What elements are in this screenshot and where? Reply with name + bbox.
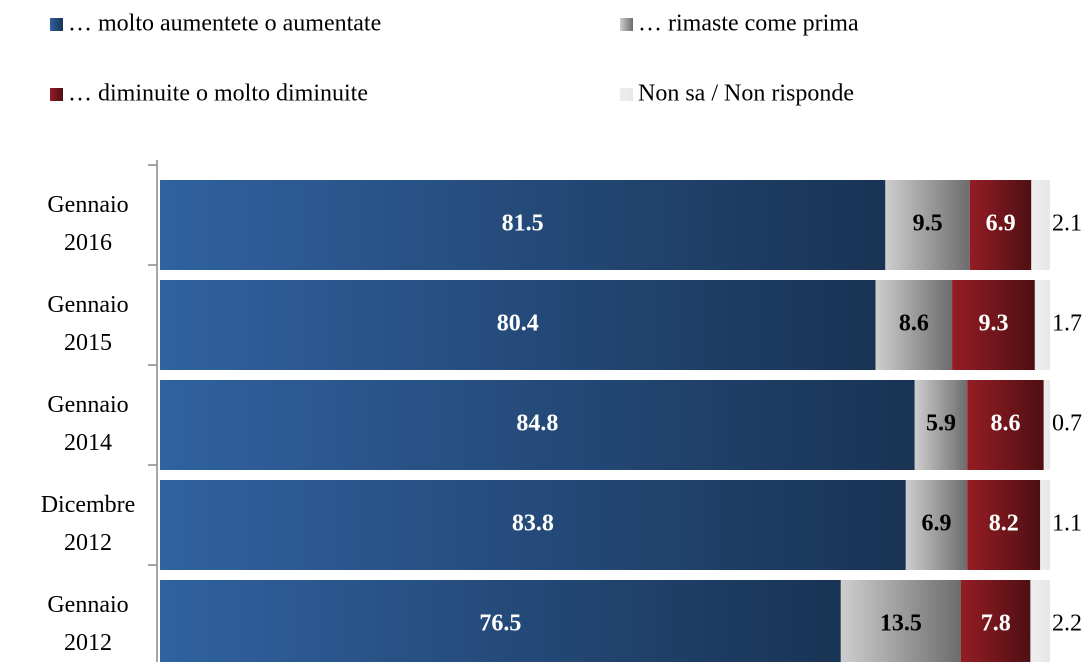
y-tick-label: Gennaio 2014 [47, 392, 128, 456]
legend-label: … diminuite o molto diminuite [68, 81, 368, 107]
value-label: 84.8 [516, 411, 558, 437]
value-label: 7.8 [981, 611, 1011, 637]
bar-segment [1030, 580, 1050, 662]
y-tick-label: Gennaio 2015 [47, 292, 128, 356]
value-label: 1.7 [1052, 311, 1082, 337]
legend-swatch [50, 88, 63, 101]
bar-segment [875, 280, 953, 370]
bar-segment [1031, 180, 1050, 270]
value-label: 81.5 [502, 211, 544, 237]
value-label: 5.9 [926, 411, 956, 437]
legend-label: Non sa / Non risponde [638, 81, 854, 107]
bar-segment [1040, 480, 1050, 570]
value-label: 1.1 [1052, 511, 1082, 537]
bar-segment [1043, 380, 1050, 470]
value-label: 9.5 [913, 211, 943, 237]
value-label: 6.9 [986, 211, 1016, 237]
value-label: 13.5 [880, 611, 922, 637]
bar-segment [905, 480, 968, 570]
bar-segment [969, 180, 1032, 270]
bar-segment [961, 580, 1031, 662]
value-label: 83.8 [512, 511, 554, 537]
value-label: 6.9 [922, 511, 952, 537]
legend-label: … molto aumentete o aumentate [68, 11, 381, 37]
bar-segment [914, 380, 968, 470]
legend-label: … rimaste come prima [638, 11, 859, 37]
bar-segment [840, 580, 961, 662]
value-label: 8.6 [899, 311, 929, 337]
value-label: 80.4 [497, 311, 539, 337]
bar-segment [160, 480, 906, 570]
bar-segment [160, 180, 886, 270]
y-tick-label: Dicembre 2012 [41, 492, 136, 556]
bar-segment [1034, 280, 1050, 370]
value-label: 2.2 [1052, 611, 1082, 637]
legend-swatch [620, 18, 633, 31]
legend-swatch [620, 88, 633, 101]
bar-segment [952, 280, 1035, 370]
value-label: 76.5 [479, 611, 521, 637]
legend-swatch [50, 18, 63, 31]
y-tick-label: Gennaio 2012 [47, 592, 128, 656]
value-label: 9.3 [978, 311, 1008, 337]
value-label: 2.1 [1052, 211, 1082, 237]
bar-segment [160, 380, 915, 470]
bar-segment [967, 380, 1044, 470]
y-tick-label: Gennaio 2016 [47, 192, 128, 256]
bar-segment [885, 180, 970, 270]
bar-segment [967, 480, 1041, 570]
bar-segment [160, 280, 876, 370]
value-label: 8.6 [991, 411, 1021, 437]
value-label: 8.2 [989, 511, 1019, 537]
value-label: 0.7 [1052, 411, 1082, 437]
bar-segment [160, 580, 841, 662]
